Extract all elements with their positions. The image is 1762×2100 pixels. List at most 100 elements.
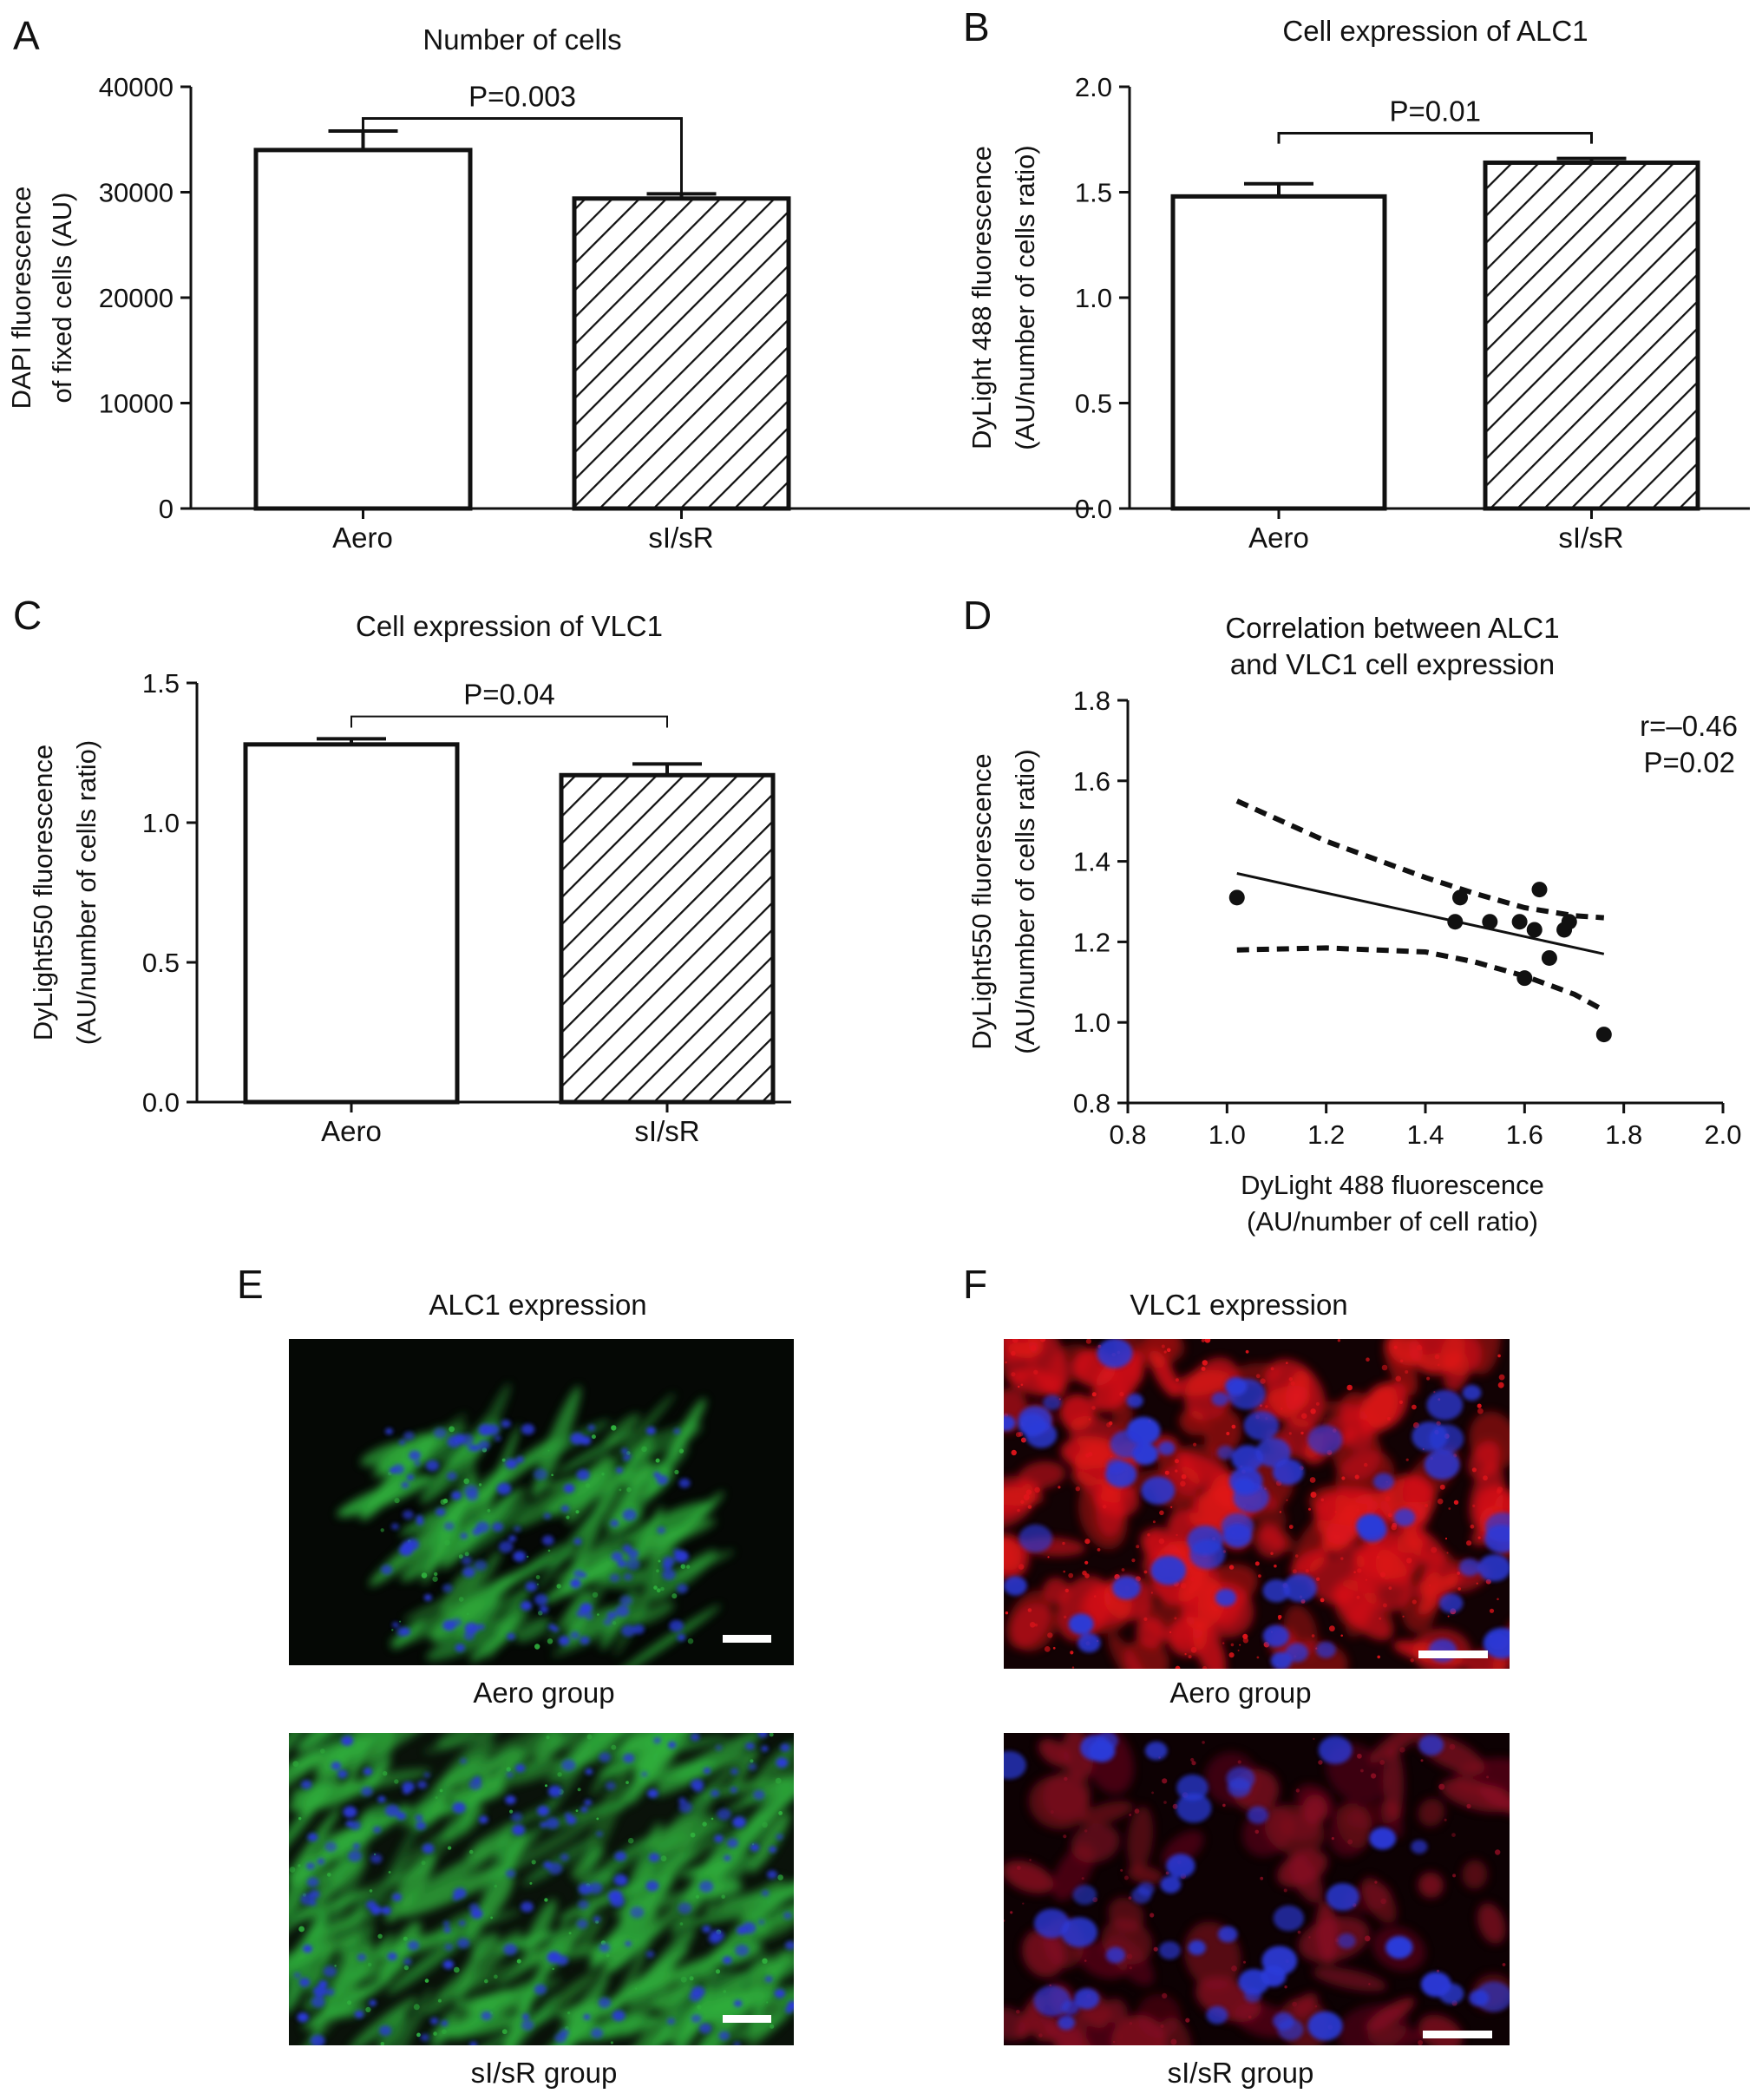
x-tick-label: 1.2 bbox=[1307, 1119, 1345, 1150]
nucleus bbox=[561, 1759, 576, 1771]
nucleus bbox=[396, 1812, 406, 1821]
speck bbox=[1181, 1473, 1187, 1480]
speck bbox=[674, 1469, 679, 1474]
speck bbox=[1070, 1650, 1074, 1655]
speck bbox=[547, 1549, 551, 1552]
speck bbox=[1380, 1898, 1386, 1905]
nucleus bbox=[757, 1733, 769, 1738]
nucleus bbox=[348, 1850, 362, 1862]
cell bbox=[1462, 1860, 1488, 1889]
nucleus bbox=[762, 1890, 770, 1897]
nucleus bbox=[625, 1941, 632, 1946]
speck bbox=[458, 1597, 464, 1602]
speck bbox=[444, 1539, 450, 1546]
nucleus bbox=[1270, 1651, 1293, 1669]
speck bbox=[1446, 1552, 1449, 1554]
nucleus bbox=[423, 1772, 430, 1778]
nucleus bbox=[560, 1505, 570, 1513]
nucleus bbox=[331, 1762, 342, 1770]
speck bbox=[1497, 1598, 1499, 1601]
cell bbox=[602, 1567, 664, 1589]
nucleus bbox=[645, 1951, 655, 1959]
nucleus bbox=[622, 1545, 632, 1552]
cell bbox=[1384, 1339, 1418, 1395]
speck bbox=[1288, 1377, 1294, 1381]
speck bbox=[545, 1784, 547, 1788]
nucleus bbox=[1262, 1579, 1291, 1603]
nucleus bbox=[392, 1464, 404, 1474]
y-tick-label: 0.5 bbox=[1075, 389, 1112, 419]
speck bbox=[1410, 1658, 1414, 1663]
speck bbox=[1222, 1642, 1225, 1644]
nucleus bbox=[753, 1789, 765, 1800]
nucleus bbox=[548, 1624, 556, 1631]
nucleus bbox=[1412, 1421, 1448, 1452]
cell bbox=[1042, 1770, 1091, 1821]
nucleus bbox=[521, 1901, 534, 1913]
cell bbox=[644, 1817, 711, 1903]
speck bbox=[723, 1990, 727, 1993]
nucleus bbox=[1273, 1905, 1305, 1932]
speck bbox=[1476, 1582, 1478, 1585]
nucleus bbox=[748, 1762, 757, 1771]
nucleus bbox=[521, 2019, 534, 2031]
speck bbox=[403, 1965, 409, 1971]
nucleus bbox=[1080, 1735, 1112, 1762]
speck bbox=[1123, 1875, 1129, 1880]
nucleus bbox=[1176, 1774, 1209, 1801]
nucleus bbox=[1160, 1875, 1182, 1893]
cell bbox=[521, 1836, 597, 1887]
panel-f-title: VLC1 expression bbox=[1130, 1289, 1347, 1321]
nucleus bbox=[403, 1431, 415, 1440]
nucleus bbox=[453, 1887, 467, 1900]
data-point bbox=[1482, 914, 1498, 930]
speck bbox=[1126, 1953, 1133, 1959]
nucleus bbox=[616, 1467, 623, 1473]
cell bbox=[676, 1759, 717, 1784]
nucleus bbox=[403, 1788, 410, 1795]
nucleus bbox=[621, 1448, 628, 1454]
nucleus bbox=[306, 1877, 319, 1887]
speck bbox=[1486, 1775, 1490, 1779]
speck bbox=[1320, 1598, 1325, 1603]
speck bbox=[1255, 1374, 1261, 1379]
nucleus bbox=[580, 1436, 592, 1446]
speck bbox=[690, 1832, 696, 1838]
speck bbox=[766, 2001, 769, 2004]
speck bbox=[298, 1864, 301, 1867]
speck bbox=[1483, 1475, 1488, 1481]
nucleus bbox=[300, 1893, 315, 1906]
speck bbox=[1308, 1936, 1311, 1939]
speck bbox=[1281, 1408, 1283, 1410]
speck bbox=[1337, 1339, 1341, 1342]
speck bbox=[1068, 1572, 1074, 1578]
speck bbox=[1231, 1424, 1236, 1429]
nucleus bbox=[657, 1526, 666, 1534]
cell bbox=[1298, 1916, 1370, 1963]
cell bbox=[621, 1462, 671, 1486]
speck bbox=[1270, 1552, 1274, 1555]
speck bbox=[1309, 1477, 1316, 1483]
x-tick-label: 1.8 bbox=[1605, 1119, 1642, 1150]
speck bbox=[1044, 1646, 1051, 1652]
cell bbox=[290, 1781, 331, 1801]
cell bbox=[1333, 1427, 1382, 1480]
cell bbox=[1477, 1903, 1506, 1944]
nucleus bbox=[361, 1786, 373, 1796]
regression-line bbox=[1236, 872, 1605, 955]
speck bbox=[1058, 1486, 1061, 1489]
cell bbox=[434, 1733, 519, 1794]
category-label: Aero bbox=[1248, 522, 1309, 554]
nucleus bbox=[1097, 1339, 1133, 1368]
cell bbox=[625, 1967, 675, 2038]
nucleus bbox=[662, 1562, 672, 1571]
speck bbox=[1420, 1759, 1424, 1762]
speck bbox=[1300, 1413, 1307, 1419]
speck bbox=[1283, 1888, 1287, 1893]
nucleus bbox=[1385, 1936, 1413, 1959]
nucleus bbox=[458, 1920, 466, 1926]
nucleus bbox=[625, 1453, 632, 1460]
caption-alc1-aero: Aero group bbox=[473, 1677, 614, 1709]
speck bbox=[546, 1736, 550, 1740]
speck bbox=[1188, 1655, 1192, 1659]
